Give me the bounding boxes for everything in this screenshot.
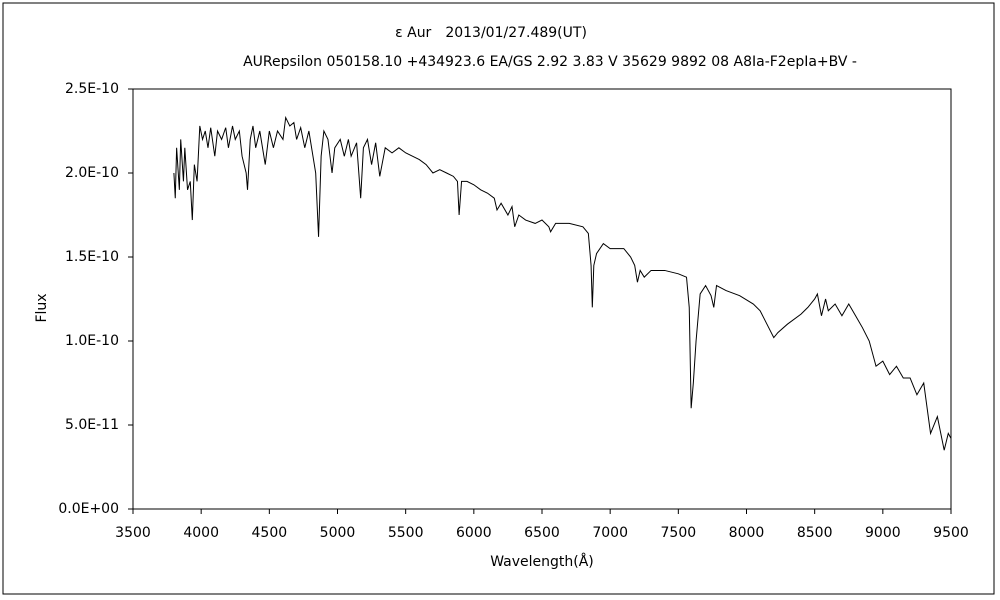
x-tick-label: 6500 — [524, 525, 560, 541]
y-tick-label: 2.0E-10 — [65, 165, 119, 181]
y-tick-label: 1.5E-10 — [65, 249, 119, 265]
x-tick-label: 5500 — [388, 525, 424, 541]
x-tick-label: 4500 — [252, 525, 288, 541]
chart-subtitle: AURepsilon 050158.10 +434923.6 EA/GS 2.9… — [243, 54, 857, 70]
x-tick-label: 7000 — [592, 525, 628, 541]
x-tick-label: 8500 — [797, 525, 833, 541]
y-axis-label: Flux — [34, 293, 50, 322]
y-tick-label: 1.0E-10 — [65, 333, 119, 349]
x-axis-label: Wavelength(Å) — [490, 553, 594, 570]
x-tick-label: 7500 — [661, 525, 697, 541]
x-tick-label: 3500 — [115, 525, 151, 541]
x-tick-label: 4000 — [183, 525, 219, 541]
x-tick-label: 6000 — [456, 525, 492, 541]
x-tick-label: 9000 — [865, 525, 901, 541]
y-tick-label: 5.0E-11 — [65, 417, 119, 433]
x-tick-label: 5000 — [320, 525, 356, 541]
x-tick-label: 8000 — [729, 525, 765, 541]
chart-title: ε Aur 2013/01/27.489(UT) — [395, 25, 587, 41]
y-tick-label: 2.5E-10 — [65, 81, 119, 97]
y-tick-label: 0.0E+00 — [58, 501, 119, 517]
x-tick-label: 9500 — [933, 525, 969, 541]
spectrum-line — [173, 115, 952, 451]
